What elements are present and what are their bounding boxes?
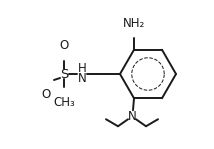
Text: N: N	[78, 72, 86, 84]
Text: O: O	[59, 39, 69, 52]
Text: O: O	[41, 88, 51, 101]
Text: S: S	[60, 67, 68, 80]
Text: NH₂: NH₂	[123, 17, 145, 30]
Text: N: N	[128, 110, 136, 123]
Text: CH₃: CH₃	[53, 96, 75, 109]
Text: H: H	[78, 62, 86, 76]
